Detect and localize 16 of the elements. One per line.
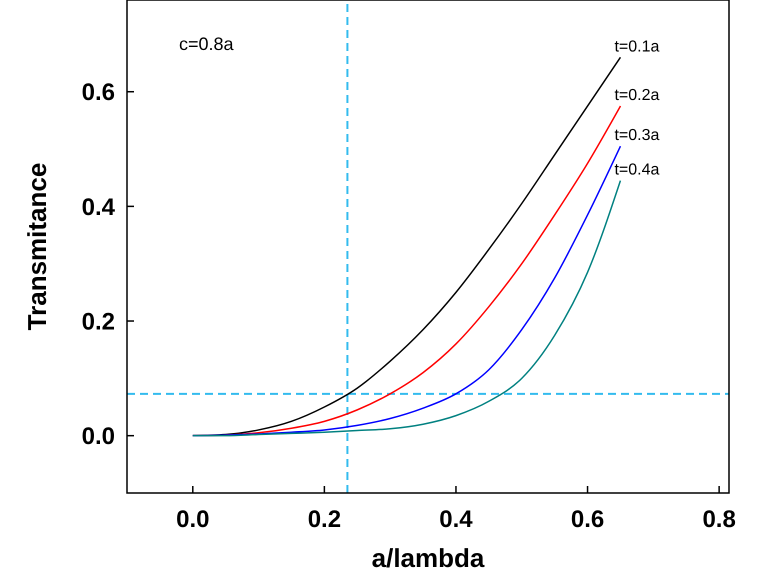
x-tick-label: 0.2 xyxy=(308,506,342,533)
series-label: t=0.4a xyxy=(614,162,660,179)
x-tick-label: 0.6 xyxy=(570,506,604,533)
series-label: t=0.3a xyxy=(614,127,660,144)
series-label: t=0.1a xyxy=(614,38,660,56)
x-tick-label: 0.0 xyxy=(176,506,210,533)
x-tick-label: 0.4 xyxy=(439,506,474,533)
y-axis-title: Transmitance xyxy=(22,162,52,330)
y-tick-label: 0.2 xyxy=(82,308,115,336)
series-label: t=0.2a xyxy=(614,87,660,104)
x-tick-label: 0.8 xyxy=(702,506,736,533)
y-tick-label: 0.4 xyxy=(82,194,116,221)
y-tick-label: 0.0 xyxy=(82,423,115,450)
annotation: c=0.8a xyxy=(179,34,235,54)
x-axis-title: a/lambda xyxy=(372,543,485,573)
y-tick-label: 0.6 xyxy=(82,79,115,106)
